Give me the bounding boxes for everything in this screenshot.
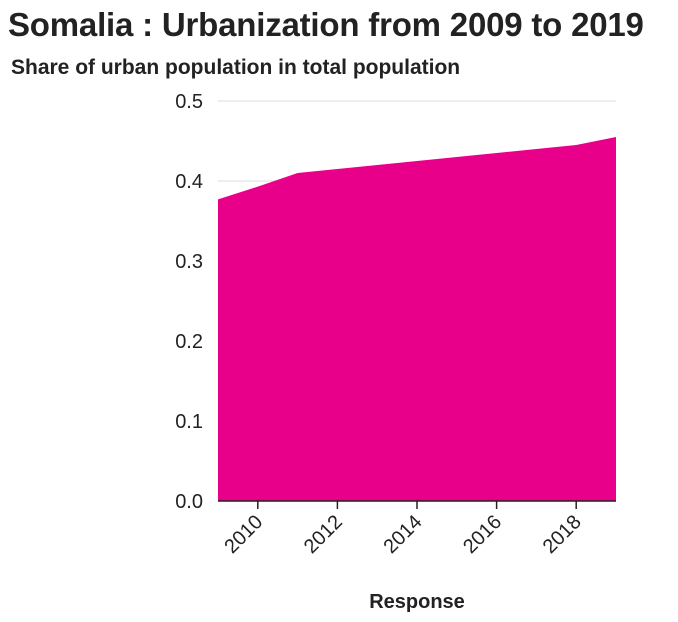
x-tick-label: 2018: [539, 511, 586, 558]
x-tick-label: 2012: [300, 511, 347, 558]
x-tick-label: 2010: [220, 511, 267, 558]
area-series: [218, 137, 616, 501]
y-tick-label: 0.5: [175, 91, 203, 113]
y-tick-label: 0.3: [175, 251, 203, 273]
x-tick-label: 2014: [380, 511, 427, 558]
x-tick-label: 2016: [459, 511, 506, 558]
plot-area: [218, 137, 616, 501]
y-tick-label: 0.2: [175, 331, 203, 353]
y-axis-ticks: 0.0 0.1 0.2 0.3 0.4 0.5: [175, 91, 203, 513]
y-tick-label: 0.4: [175, 171, 203, 193]
chart-title: Somalia : Urbanization from 2009 to 2019: [8, 6, 644, 43]
y-tick-label: 0.1: [175, 411, 203, 433]
x-axis-title: Response: [369, 591, 465, 613]
chart-subtitle: Share of urban population in total popul…: [11, 56, 461, 79]
x-axis-ticks: 2010 2012 2014 2016 2018: [220, 501, 586, 558]
y-tick-label: 0.0: [175, 491, 203, 513]
